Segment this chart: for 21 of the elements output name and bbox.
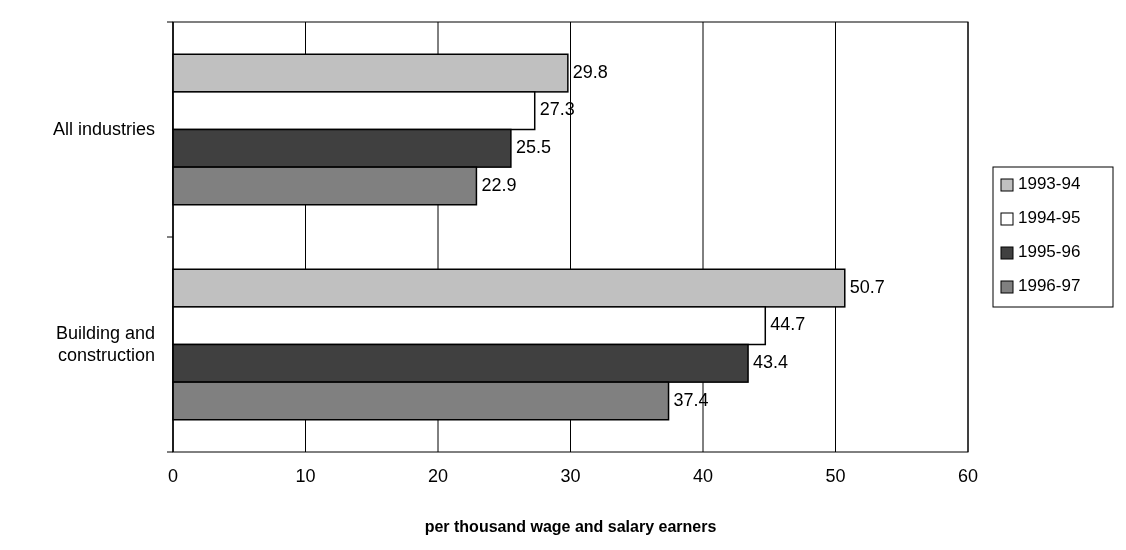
x-tick-label: 60: [957, 466, 979, 486]
x-tick-label: 30: [560, 466, 581, 486]
x-tick-label: 40: [692, 466, 714, 486]
x-tick-label: 10: [295, 466, 316, 486]
data-label: 37.4: [673, 389, 709, 410]
y-tick-label: All industries: [52, 118, 155, 139]
data-label: 50.7: [849, 276, 885, 297]
data-label: 44.7: [770, 314, 806, 335]
x-tick-label: 20: [427, 466, 449, 486]
legend-label: 1993-94: [1018, 174, 1081, 194]
legend-label: 1996-97: [1018, 276, 1081, 296]
x-axis-title: per thousand wage and salary earners: [424, 518, 717, 535]
y-tick-label: Building and construction: [55, 322, 155, 365]
data-label: 43.4: [753, 352, 789, 373]
data-label: 25.5: [515, 137, 551, 158]
x-tick-label: 50: [825, 466, 846, 486]
data-label: 22.9: [481, 174, 517, 195]
x-tick-label: 0: [167, 466, 179, 486]
legend-label: 1995-96: [1018, 242, 1081, 262]
data-label: 29.8: [572, 61, 608, 82]
legend-label: 1994-95: [1018, 208, 1081, 228]
